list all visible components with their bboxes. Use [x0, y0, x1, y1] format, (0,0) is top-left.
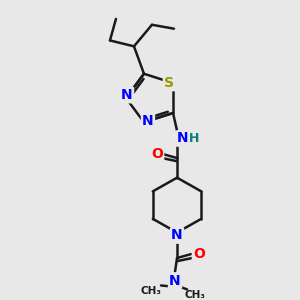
Text: N: N	[142, 114, 154, 128]
Text: N: N	[171, 229, 183, 242]
Text: H: H	[189, 132, 199, 145]
Text: S: S	[164, 76, 174, 90]
Text: CH₃: CH₃	[184, 290, 206, 300]
Text: O: O	[151, 147, 163, 161]
Text: O: O	[193, 247, 205, 261]
Text: N: N	[177, 131, 189, 146]
Text: N: N	[121, 88, 133, 102]
Text: CH₃: CH₃	[140, 286, 161, 296]
Text: N: N	[169, 274, 181, 288]
